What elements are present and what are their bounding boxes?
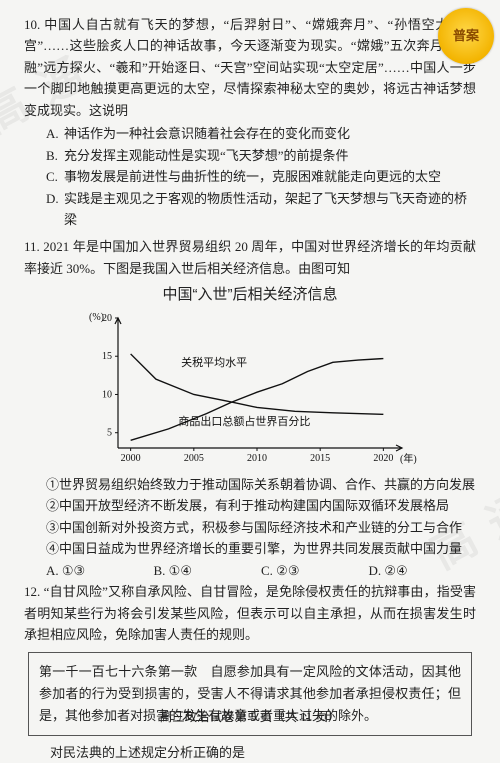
q10-opt-d[interactable]: D.实践是主观见之于客观的物质性活动，架起了飞天梦想与飞天奇迹的桥梁 [46,188,476,231]
q12-tail: 对民法典的上述规定分析正确的是 [24,742,476,763]
q11-text: 2021 年是中国加入世界贸易组织 20 周年，中国对世界经济增长的年均贡献率接… [24,239,476,275]
q11-number: 11. [24,236,40,257]
chart-title: 中国“入世”后相关经济信息 [24,283,476,308]
q10-text: 中国人自古就有飞天的梦想，“后羿射日”、“嫦娥奔月”、“孙悟空大闹天宫”……这些… [24,17,476,118]
q10-opt-b[interactable]: B.充分发挥主观能动性是实现“飞天梦想”的前提条件 [46,145,476,166]
q11-options: A. ①③ B. ①④ C. ②③ D. ②④ [46,560,476,581]
q10-number: 10. [24,14,40,35]
q11-opt-b[interactable]: B. ①④ [154,560,262,581]
svg-text:2015: 2015 [310,453,330,464]
opt-key: A. [46,123,64,144]
opt-key: D. [46,188,64,231]
q11-statements: ①世界贸易组织始终致力于推动国际关系朝着协调、合作、共赢的方向发展 ②中国开放型… [46,474,476,560]
q10-opt-a[interactable]: A.神话作为一种社会意识随着社会存在的变化而变化 [46,123,476,144]
stmt-4: ④中国日益成为世界经济增长的重要引擎，为世界共同发展贡献中国力量 [46,538,476,559]
chart: (%)(年)510152020002005201020152020关税平均水平商… [80,310,420,470]
answer-badge: 普案 [438,8,494,64]
opt-text: 事物发展是前进性与曲折性的统一，克服困难就能走向更远的太空 [64,166,441,187]
q10-opt-c[interactable]: C.事物发展是前进性与曲折性的统一，克服困难就能走向更远的太空 [46,166,476,187]
page-footer: 高三政治试卷第 5 页（共 11 页） [0,707,500,728]
chart-svg: (%)(年)510152020002005201020152020关税平均水平商… [80,310,420,470]
opt-text: 充分发挥主观能动性是实现“飞天梦想”的前提条件 [64,145,349,166]
stmt-1: ①世界贸易组织始终致力于推动国际关系朝着协调、合作、共赢的方向发展 [46,474,476,495]
q12-stem: 12. “自甘风险”又称自承风险、自甘冒险，是免除侵权责任的抗辩事由，指受害者明… [24,581,476,645]
opt-key: B. [46,145,64,166]
question-12: 12. “自甘风险”又称自承风险、自甘冒险，是免除侵权责任的抗辩事由，指受害者明… [24,581,476,763]
opt-key: C. [46,166,64,187]
svg-text:20: 20 [102,313,112,324]
q11-stem: 11. 2021 年是中国加入世界贸易组织 20 周年，中国对世界经济增长的年均… [24,236,476,279]
q10-stem: 10. 中国人自古就有飞天的梦想，“后羿射日”、“嫦娥奔月”、“孙悟空大闹天宫”… [24,14,476,121]
opt-text: 实践是主观见之于客观的物质性活动，架起了飞天梦想与飞天奇迹的桥梁 [64,188,476,231]
svg-text:2020: 2020 [373,453,393,464]
stmt-2: ②中国开放型经济不断发展，有利于推动构建国内国际双循环发展格局 [46,495,476,516]
stmt-3: ③中国创新对外投资方式，积极参与国际经济技术和产业链的分工与合作 [46,517,476,538]
q12-text: “自甘风险”又称自承风险、自甘冒险，是免除侵权责任的抗辩事由，指受害者明知某些行… [24,584,476,642]
svg-text:2010: 2010 [247,453,267,464]
svg-text:15: 15 [102,351,112,362]
q11-opt-d[interactable]: D. ②④ [369,560,477,581]
opt-text: ①③ [62,563,85,578]
opt-text: ②③ [276,563,299,578]
question-11: 11. 2021 年是中国加入世界贸易组织 20 周年，中国对世界经济增长的年均… [24,236,476,581]
opt-text: ②④ [384,563,407,578]
opt-text: 神话作为一种社会意识随着社会存在的变化而变化 [64,123,350,144]
svg-text:商品出口总额占世界百分比: 商品出口总额占世界百分比 [178,414,310,428]
q11-opt-a[interactable]: A. ①③ [46,560,154,581]
q10-options: A.神话作为一种社会意识随着社会存在的变化而变化 B.充分发挥主观能动性是实现“… [46,123,476,230]
exam-page: 高 通 高 通 普案 10. 中国人自古就有飞天的梦想，“后羿射日”、“嫦娥奔月… [0,0,500,738]
svg-text:(年): (年) [400,452,417,465]
question-10: 10. 中国人自古就有飞天的梦想，“后羿射日”、“嫦娥奔月”、“孙悟空大闹天宫”… [24,14,476,230]
svg-text:2000: 2000 [121,453,141,464]
svg-text:5: 5 [107,428,112,439]
svg-text:关税平均水平: 关税平均水平 [181,355,247,369]
opt-text: ①④ [169,563,192,578]
q12-number: 12. [24,581,40,602]
svg-text:2005: 2005 [184,453,204,464]
svg-text:10: 10 [102,389,112,400]
q11-opt-c[interactable]: C. ②③ [261,560,369,581]
